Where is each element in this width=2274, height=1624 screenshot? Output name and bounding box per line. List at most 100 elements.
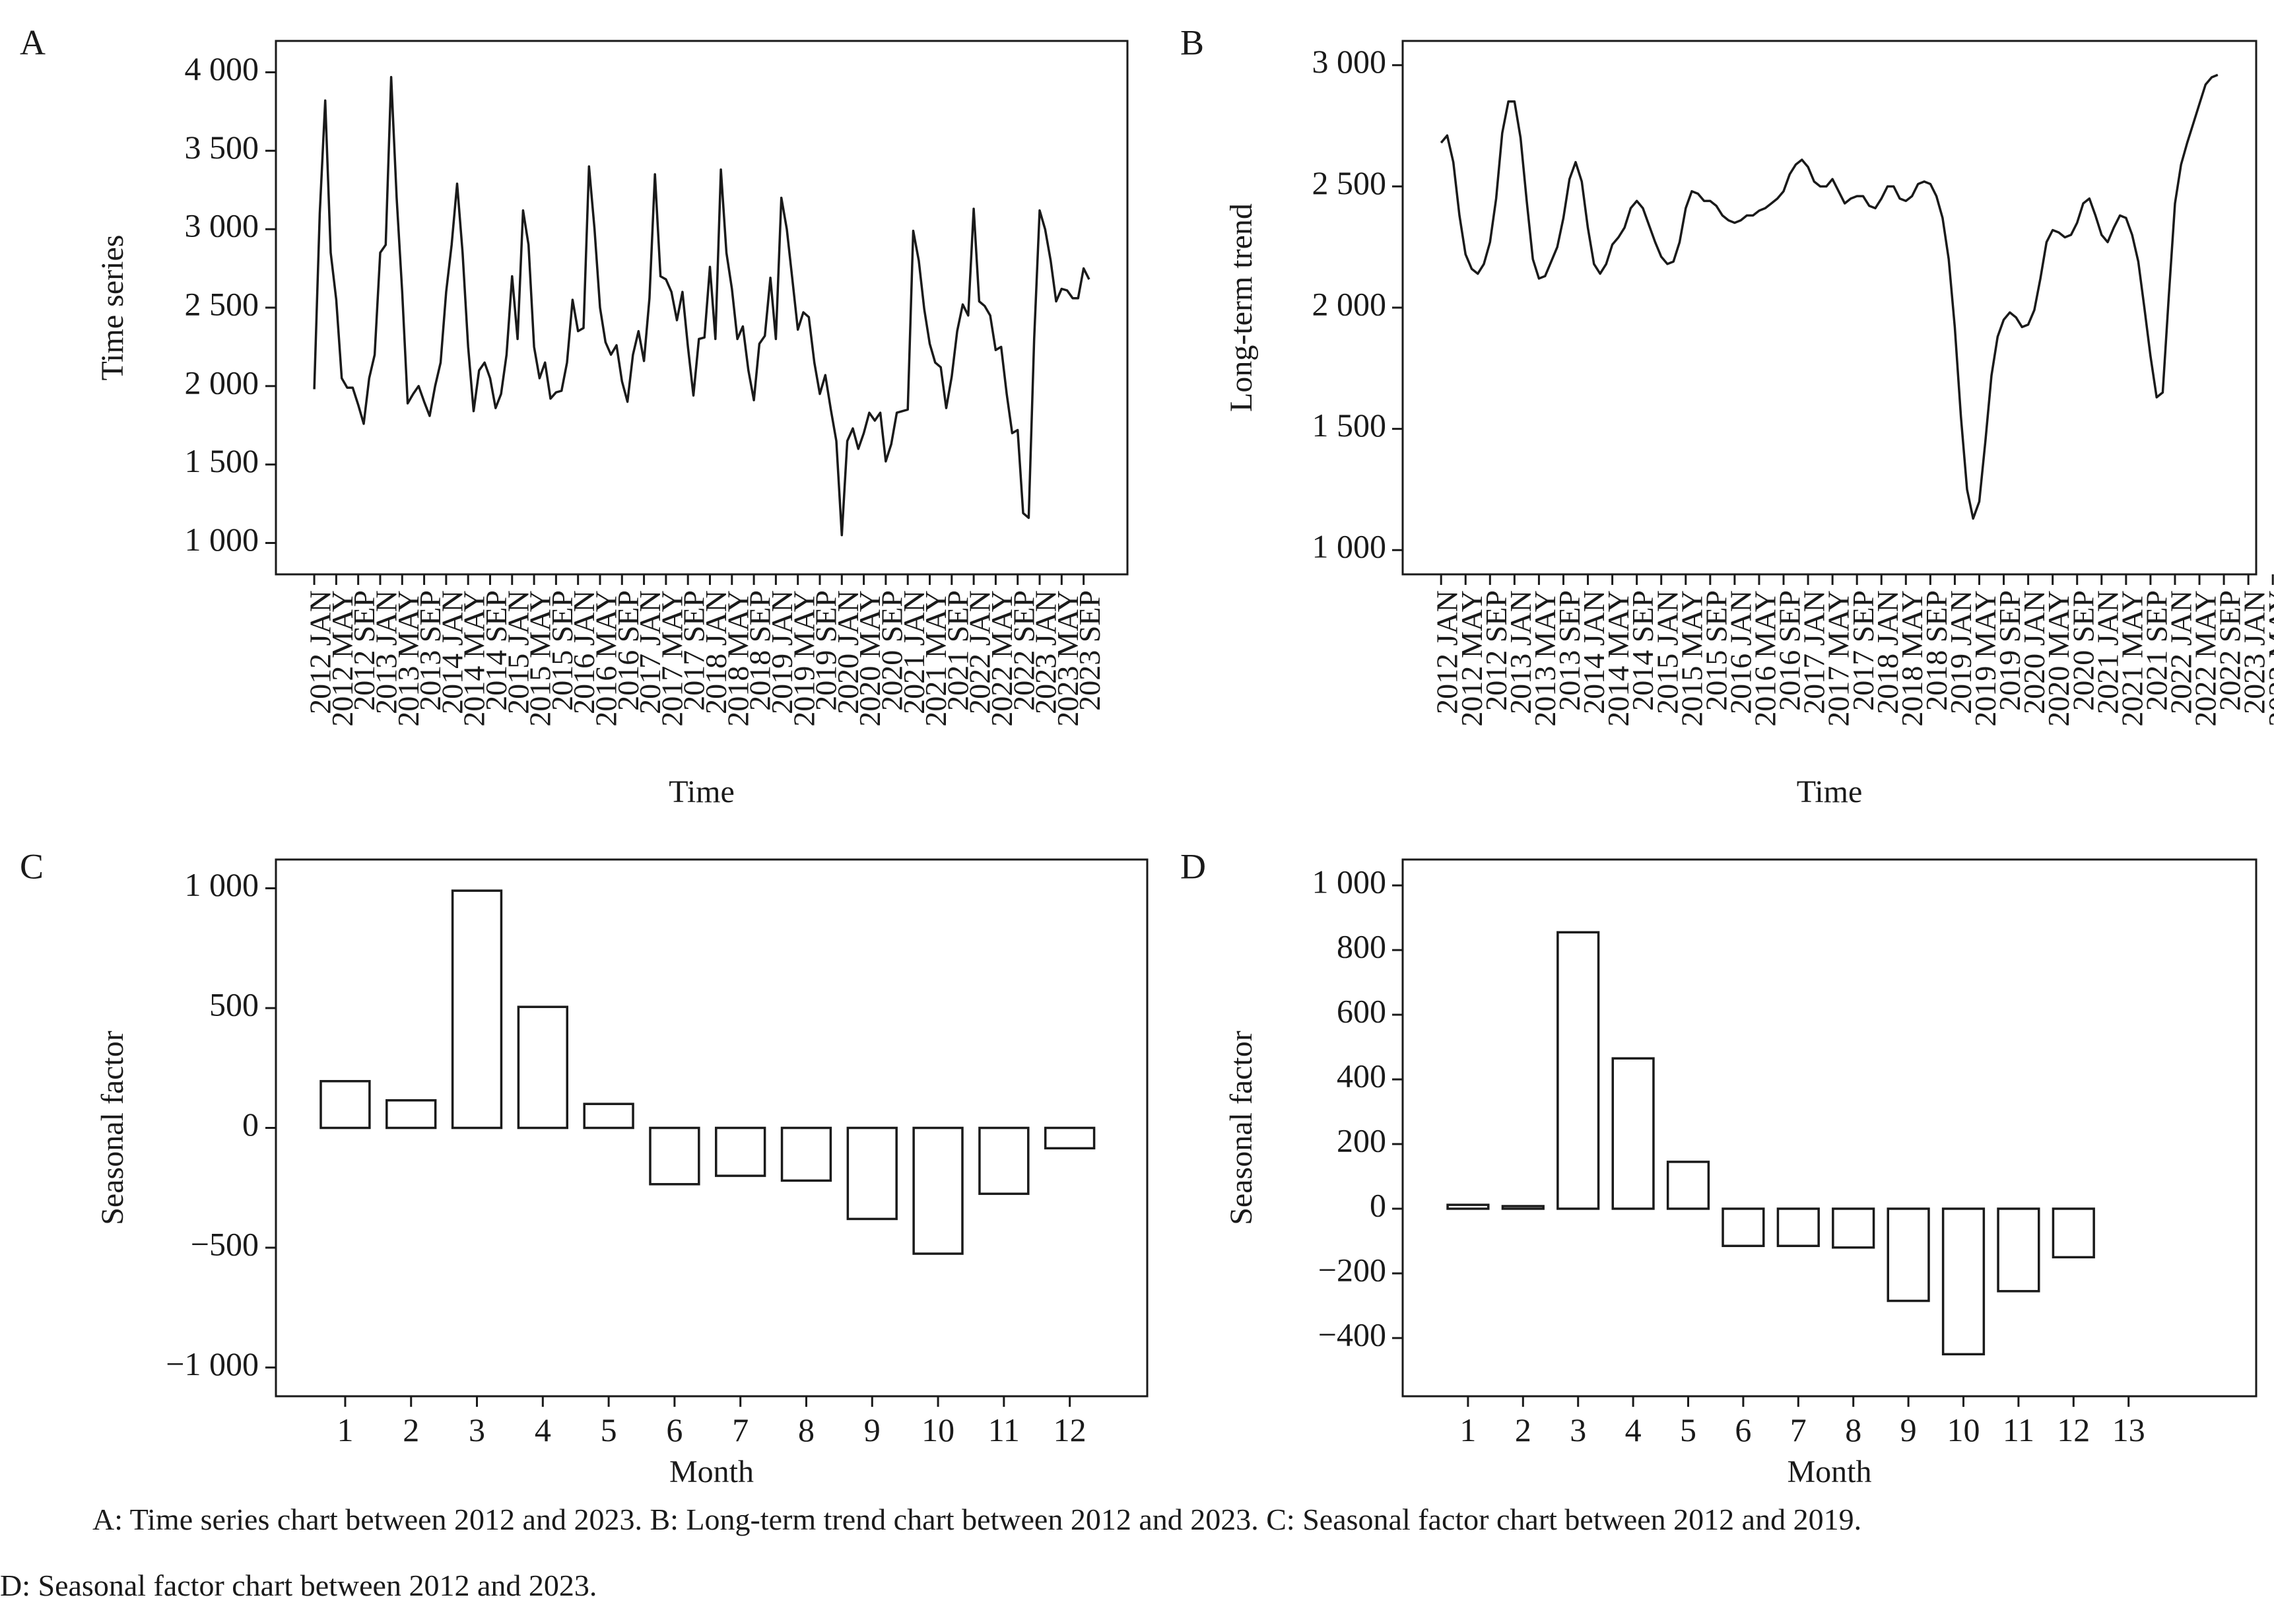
x-tick-label: 2020 MAY [853,590,886,727]
x-axis-label: Month [669,1454,754,1489]
x-tick-label: 2023 MAY [2262,590,2274,727]
y-tick-label: 2 500 [185,285,259,322]
bar-month-9 [1887,1207,1930,1303]
y-tick-label: 500 [209,986,259,1023]
bar-month-12 [2052,1207,2095,1259]
x-tick-label: 2017 JAN [1797,590,1831,714]
x-tick-label: 2014 MAY [457,590,491,727]
bar-month-12 [1044,1126,1096,1150]
x-tick-label: 3 [469,1411,485,1448]
x-tick-label: 2018 SEP [1920,590,1953,711]
x-tick-label: 2016 SEP [1773,590,1807,711]
x-tick-label: 2020 SEP [875,590,908,711]
y-tick-label: 2 500 [1312,164,1387,201]
x-tick-label: 2017 MAY [655,590,688,727]
x-axis-label: Time [669,774,735,809]
figure-caption-line-1: A: Time series chart between 2012 and 20… [92,1503,1862,1536]
bar-month-1 [1446,1203,1490,1210]
bar-month-9 [846,1126,898,1221]
x-tick-label: 2019 SEP [809,590,843,711]
y-axis-label: Time series [95,235,130,381]
bar-month-6 [649,1126,700,1186]
x-tick-label: 2 [403,1411,419,1448]
x-tick-label: 2016 SEP [611,590,645,711]
chart-panel-b: B 1 000 1 500 2 000 2 500 3 000 Long-term tren… [1180,22,2274,809]
x-tick-label: 2021 SEP [941,590,974,711]
bar-month-3 [1556,931,1600,1210]
y-tick-label: 3 000 [1312,43,1387,80]
x-tick-label: 2021 JAN [897,590,931,714]
x-tick-label: 2022 MAY [2189,590,2223,727]
y-axis-label: Long-term trend [1224,203,1259,412]
x-tick-label: 12 [1053,1411,1087,1448]
y-axis-label: Seasonal factor [95,1031,130,1225]
bar-month-8 [780,1126,832,1182]
x-tick-label: 2014 SEP [479,590,513,711]
y-tick-label: 600 [1337,993,1386,1030]
x-tick-label: 6 [1735,1411,1751,1448]
x-tick-label: 2020 SEP [2066,590,2100,711]
y-axis-label: Seasonal factor [1224,1031,1259,1225]
bar-month-2 [1501,1205,1545,1210]
y-tick-label: −200 [1318,1251,1386,1288]
x-axis-label: Time [1797,774,1863,809]
x-tick-label: 2013 JAN [370,590,403,714]
x-tick-label: 2023 MAY [1051,590,1085,727]
x-tick-label: 2019 JAN [1944,590,1978,714]
y-tick-label: 0 [1370,1186,1386,1223]
bar-month-5 [583,1102,634,1130]
x-tick-label: 10 [921,1411,954,1448]
panel-label: C [20,846,44,886]
x-tick-label: 6 [666,1411,683,1448]
y-tick-label: 800 [1337,928,1386,965]
x-tick-label: 2012 SEP [1479,590,1513,711]
x-tick-label: 2012 SEP [347,590,381,711]
x-tick-label: 2013 SEP [413,590,447,711]
x-tick-label: 2018 JAN [699,590,733,714]
x-tick-label: 2 [1515,1411,1531,1448]
series-line [313,75,1090,537]
x-tick-label: 2012 JAN [1430,590,1464,714]
figure-caption-line-2: D: Seasonal factor chart between 2012 an… [0,1569,597,1602]
x-tick-label: 13 [2112,1411,2145,1448]
x-tick-label: 2022 JAN [963,590,997,714]
x-tick-label: 2018 MAY [721,590,754,727]
x-tick-label: 2021 MAY [919,590,953,727]
x-tick-label: 2016 MAY [589,590,623,727]
x-tick-label: 9 [1900,1411,1917,1448]
x-tick-label: 11 [988,1411,1020,1448]
x-tick-label: 7 [732,1411,749,1448]
x-tick-label: 11 [2003,1411,2034,1448]
series-line [1440,73,2219,520]
x-tick-label: 1 [1459,1411,1476,1448]
x-tick-label: 8 [798,1411,815,1448]
x-tick-label: 2016 JAN [1723,590,1757,714]
x-tick-label: 2014 JAN [1577,590,1611,714]
x-tick-label: 2019 JAN [765,590,799,714]
bar-month-4 [1611,1057,1655,1210]
x-tick-label: 2023 JAN [2238,590,2271,714]
y-tick-label: 1 500 [1312,407,1387,444]
x-tick-label: 2017 SEP [1846,590,1880,711]
chart-panel-a: A 1 000 1 500 2 000 2 500 3 000 3 500 4 000 Time… [20,22,1129,809]
x-tick-label: 1 [337,1411,353,1448]
x-tick-label: 2014 JAN [435,590,469,714]
x-tick-label: 2013 SEP [1553,590,1586,711]
x-tick-label: 2021 SEP [2139,590,2173,711]
y-tick-label: 1 000 [185,866,259,903]
x-tick-label: 2018 SEP [743,590,777,711]
y-tick-label: 3 500 [185,129,259,166]
x-tick-label: 2016 JAN [567,590,601,714]
y-tick-label: −500 [191,1225,259,1262]
x-tick-label: 4 [1625,1411,1642,1448]
x-tick-label: 2014 MAY [1601,590,1635,727]
bar-month-10 [1941,1207,1986,1356]
x-tick-label: 2012 JAN [304,590,337,714]
y-tick-label: 4 000 [185,50,259,87]
bar-month-4 [517,1005,568,1130]
x-tick-label: 2018 JAN [1871,590,1904,714]
x-tick-label: 2012 MAY [325,590,359,727]
plot-frame [1401,858,2257,1398]
panel-label: B [1180,22,1204,62]
